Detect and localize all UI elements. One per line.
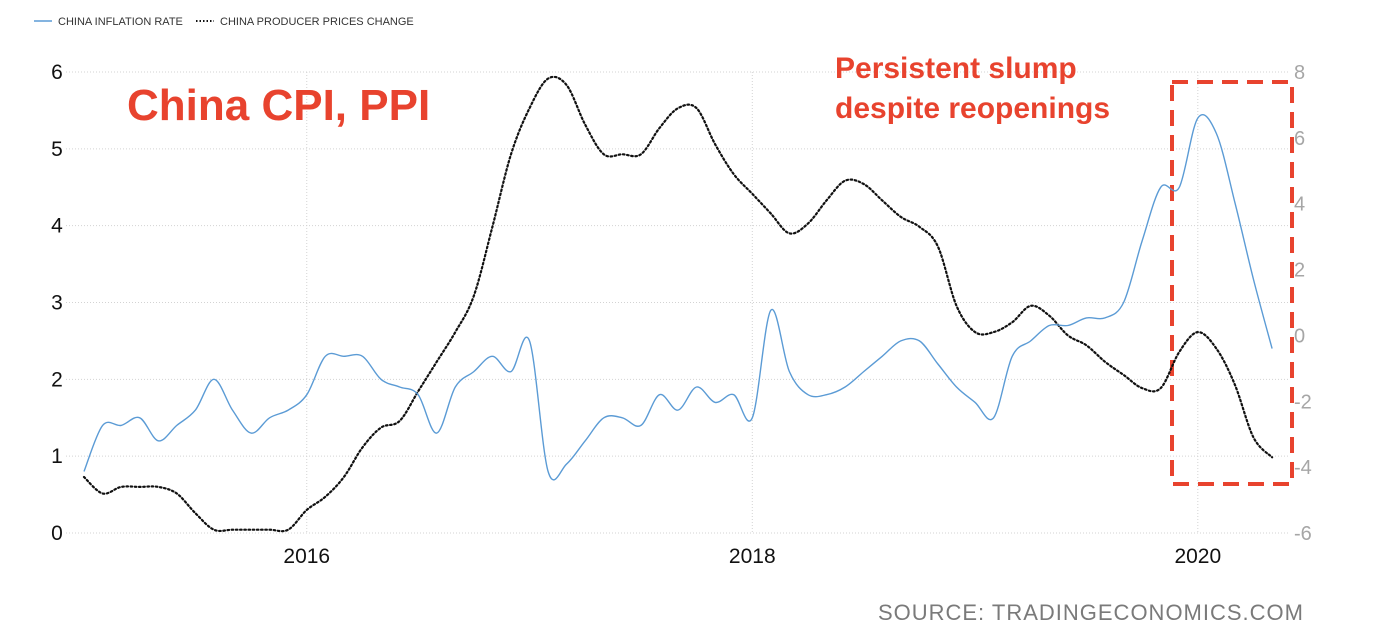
y-right-tick-label: 0 — [1294, 325, 1305, 347]
series-line-ppi — [82, 75, 1274, 533]
y-right-tick-label: -6 — [1294, 523, 1312, 545]
y-right-tick-label: 2 — [1294, 260, 1305, 282]
series-line-cpi — [83, 114, 1273, 481]
annotation-line-1: Persistent slump — [835, 52, 1077, 85]
highlight-box — [1170, 80, 1294, 486]
source-label: SOURCE: TRADINGECONOMICS.COM — [878, 600, 1304, 625]
y-right-tick-label: 4 — [1294, 194, 1305, 216]
y-left-tick-label: 1 — [51, 445, 63, 468]
legend-label-cpi: CHINA INFLATION RATE — [58, 16, 183, 28]
y-right-tick-label: 8 — [1294, 62, 1305, 84]
y-left-tick-label: 2 — [51, 368, 63, 391]
y-right-tick-label: -4 — [1294, 457, 1312, 479]
legend: CHINA INFLATION RATE CHINA PRODUCER PRIC… — [34, 16, 414, 28]
legend-label-ppi: CHINA PRODUCER PRICES CHANGE — [220, 16, 414, 28]
y-left-tick-label: 6 — [51, 61, 63, 84]
y-right-tick-label: 6 — [1294, 128, 1305, 150]
x-tick-label: 2016 — [283, 545, 330, 568]
x-tick-label: 2020 — [1174, 545, 1221, 568]
x-tick-label: 2018 — [729, 545, 776, 568]
axis-ticks: 0 1 2 3 4 5 6 -6 -4 -2 0 2 4 6 8 2016 2018 2020 — [51, 61, 1312, 568]
y-left-tick-label: 0 — [51, 522, 63, 545]
y-left-tick-label: 4 — [51, 215, 63, 238]
grid — [66, 71, 1290, 534]
chart-title: China CPI, PPI — [127, 81, 430, 130]
y-left-tick-label: 5 — [51, 138, 63, 161]
annotation-line-2: despite reopenings — [835, 92, 1110, 125]
y-right-tick-label: -2 — [1294, 391, 1312, 413]
y-left-tick-label: 3 — [51, 292, 63, 315]
